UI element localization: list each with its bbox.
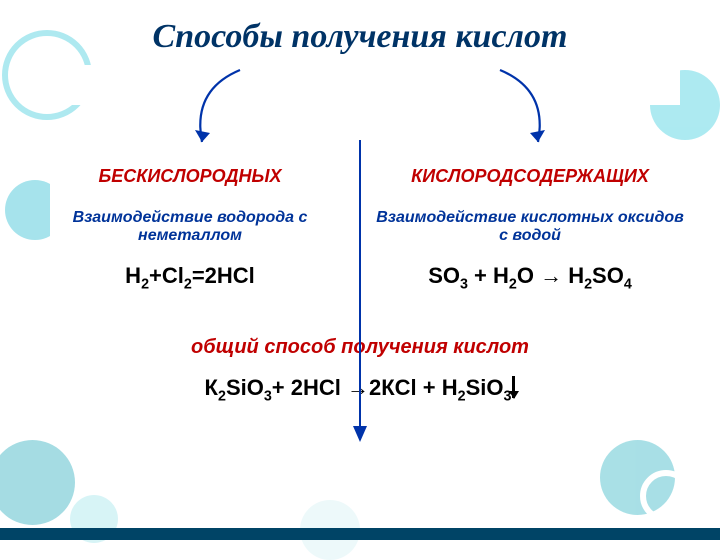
slide-content: Способы получения кислот БЕСКИСЛОРОДНЫХ …: [0, 0, 720, 540]
left-formula: H2+Cl2=2НCl: [30, 263, 350, 292]
left-column: БЕСКИСЛОРОДНЫХ Взаимодействие водорода с…: [30, 166, 350, 292]
right-formula: SO3 + H2O → H2SO4: [370, 263, 690, 292]
left-heading: БЕСКИСЛОРОДНЫХ: [30, 166, 350, 187]
right-heading: КИСЛОРОДСОДЕРЖАЩИХ: [370, 166, 690, 187]
right-column: КИСЛОРОДСОДЕРЖАЩИХ Взаимодействие кислот…: [370, 166, 690, 292]
center-divider-arrow: [359, 140, 361, 440]
right-arrow: [480, 60, 540, 150]
page-title: Способы получения кислот: [30, 18, 690, 56]
branch-arrows: [30, 60, 690, 160]
precipitate-arrow-icon: [512, 376, 515, 398]
left-subheading: Взаимодействие водорода с неметаллом: [30, 209, 350, 245]
right-subheading: Взаимодействие кислотных оксидов с водой: [370, 209, 690, 245]
left-arrow: [180, 60, 240, 150]
